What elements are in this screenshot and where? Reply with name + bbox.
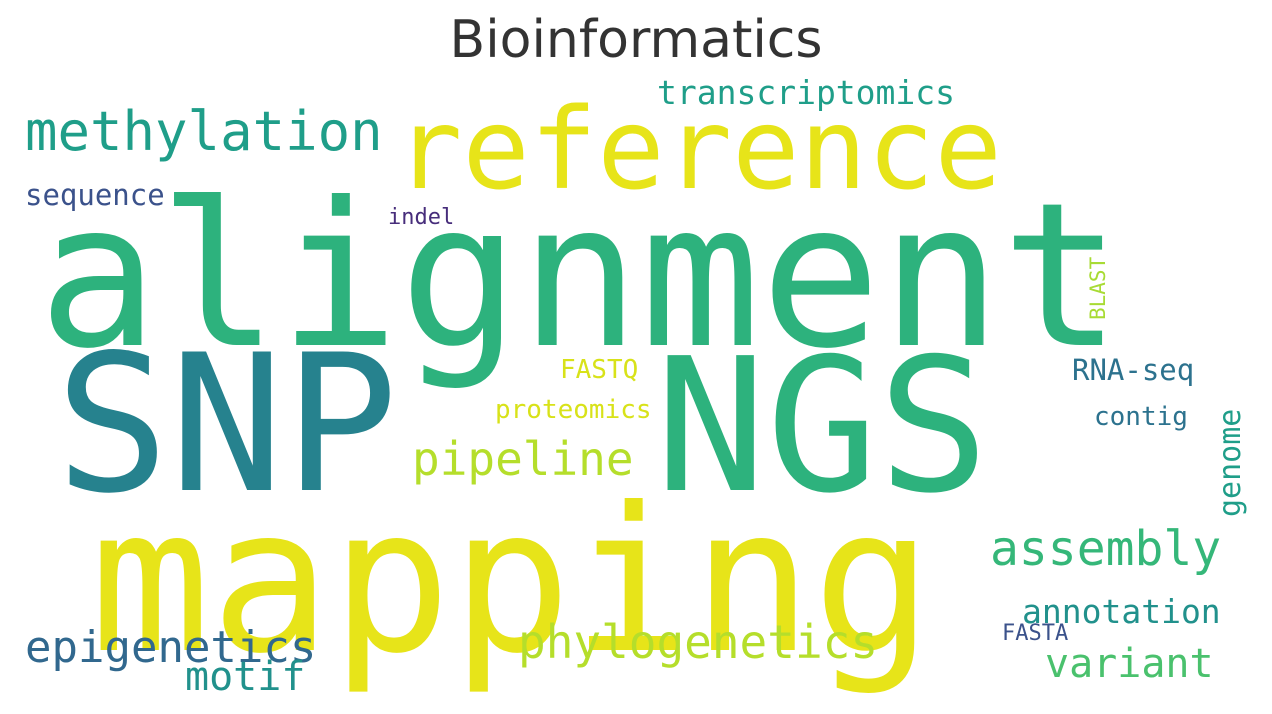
word-epigenetics: epigenetics: [25, 622, 316, 673]
word-ngs: NGS: [655, 318, 989, 534]
word-sequence: sequence: [25, 178, 165, 212]
word-fastq: FASTQ: [560, 355, 638, 385]
word-assembly: assembly: [990, 521, 1221, 577]
word-contig: contig: [1094, 402, 1188, 432]
word-rna-seq: RNA-seq: [1072, 353, 1194, 387]
word-motif: motif: [185, 654, 305, 700]
word-fasta: FASTA: [1002, 621, 1068, 646]
word-annotation: annotation: [1022, 592, 1221, 631]
word-transcriptomics: transcriptomics: [657, 73, 955, 112]
chart-title: Bioinformatics: [449, 10, 823, 70]
word-indel: indel: [388, 205, 454, 230]
word-snp: SNP: [55, 314, 398, 535]
word-proteomics: proteomics: [495, 395, 652, 425]
word-phylogenetics: phylogenetics: [518, 615, 878, 669]
word-pipeline: pipeline: [412, 432, 634, 486]
word-mapping: mapping: [90, 465, 933, 698]
word-methylation: methylation: [25, 100, 383, 163]
word-genome: genome: [1213, 409, 1248, 517]
word-variant: variant: [1045, 641, 1214, 687]
word-alignment: alignment: [38, 160, 1122, 393]
word-blast: BLAST: [1086, 256, 1110, 320]
word-reference: reference: [395, 85, 1002, 215]
